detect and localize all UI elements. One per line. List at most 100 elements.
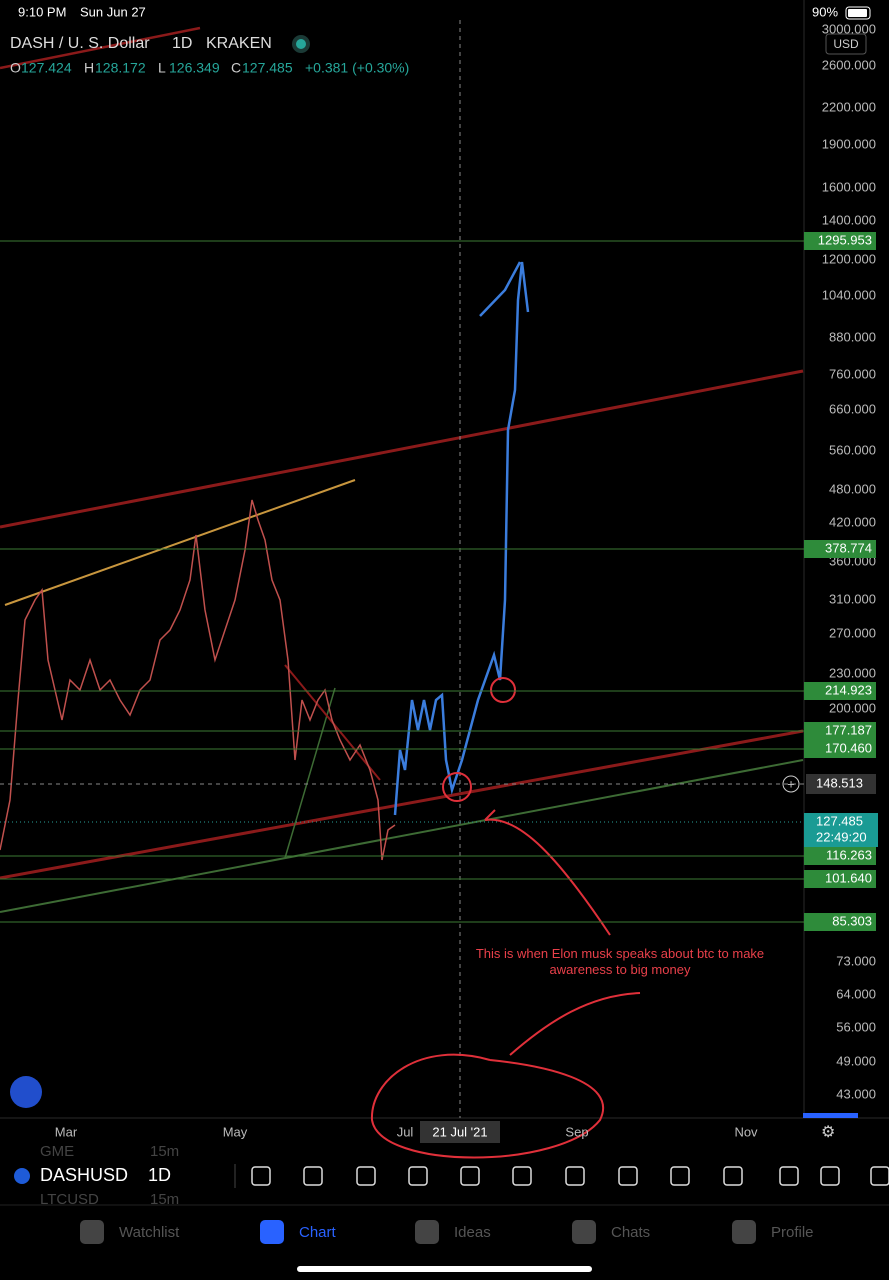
trend-line — [0, 369, 804, 529]
annotation: This is when Elon musk speaks about btc … — [475, 946, 765, 977]
level-price: 85.303 — [832, 913, 872, 928]
price-label: 760.000 — [829, 366, 876, 381]
price-label: 49.000 — [836, 1053, 876, 1068]
price-label: 1400.000 — [822, 212, 876, 227]
price-label: 56.000 — [836, 1019, 876, 1034]
axis-marker — [803, 1113, 858, 1118]
toolbar-button[interactable] — [565, 1166, 585, 1186]
tab-label[interactable]: Chats — [611, 1224, 650, 1241]
trend-line — [4, 479, 356, 606]
ohlc-label: H — [84, 60, 94, 76]
toolbar-button[interactable] — [670, 1166, 690, 1186]
price-label: 1600.000 — [822, 179, 876, 194]
tab-icon[interactable] — [572, 1220, 596, 1244]
symbol-title: DASH / U. S. Dollar — [10, 35, 150, 52]
tab-label[interactable]: Ideas — [454, 1224, 491, 1241]
toolbar-interval[interactable]: 1D — [148, 1165, 171, 1185]
user-circle — [442, 772, 472, 802]
level-price: 116.263 — [826, 847, 872, 862]
price-label: 2200.000 — [822, 99, 876, 114]
time-label: Mar — [55, 1124, 78, 1139]
tab-icon[interactable] — [732, 1220, 756, 1244]
toolbar-button[interactable] — [723, 1166, 743, 1186]
change: +0.381 (+0.30%) — [305, 60, 409, 76]
battery-icon — [848, 9, 867, 17]
price-label: 420.000 — [829, 514, 876, 529]
tab-label[interactable]: Profile — [771, 1224, 814, 1241]
status-time: 9:10 PM — [18, 4, 66, 19]
exchange: KRAKEN — [206, 35, 272, 52]
level-price: 1295.953 — [818, 232, 872, 247]
toolbar-button[interactable] — [408, 1166, 428, 1186]
user-circle — [370, 992, 641, 1159]
last-price: 127.485 — [816, 813, 863, 828]
add-alert-plus: + — [787, 776, 795, 791]
toolbar-button[interactable] — [618, 1166, 638, 1186]
add-alert[interactable] — [782, 775, 800, 793]
ohlc-label: O — [10, 60, 21, 76]
toolbar-button[interactable] — [460, 1166, 480, 1186]
ghost-interval: 15m — [150, 1191, 179, 1208]
price-label: 1900.000 — [822, 136, 876, 151]
trend-line — [0, 729, 804, 880]
level-tag — [804, 722, 876, 740]
level-tag — [804, 913, 876, 931]
trend-line — [284, 687, 336, 859]
toolbar-button[interactable] — [512, 1166, 532, 1186]
crosshair-date-tag — [420, 1121, 500, 1143]
level-tag — [804, 847, 876, 865]
toolbar-button[interactable] — [870, 1166, 889, 1186]
price-label: 3000.000 — [822, 21, 876, 36]
price-label: 2600.000 — [822, 57, 876, 72]
price-label: 43.000 — [836, 1086, 876, 1101]
ghost-symbol: LTCUSD — [40, 1191, 99, 1208]
toolbar-button[interactable] — [820, 1166, 840, 1186]
time-label: May — [223, 1124, 248, 1139]
toolbar-button[interactable] — [303, 1166, 323, 1186]
logo-button[interactable] — [10, 1076, 42, 1108]
crosshair-price-tag — [806, 774, 876, 794]
interval: 1D — [172, 35, 192, 52]
currency: USD — [833, 37, 859, 51]
user-drawing — [393, 261, 530, 816]
price-label: 270.000 — [829, 625, 876, 640]
price-label: 310.000 — [829, 591, 876, 606]
level-tag — [804, 540, 876, 558]
level-price: 101.640 — [825, 870, 872, 885]
tab-label[interactable]: Watchlist — [119, 1224, 180, 1241]
level-price: 378.774 — [825, 540, 872, 555]
price-line — [0, 499, 396, 861]
ohlc-label: C — [231, 60, 241, 76]
trend-line — [0, 26, 201, 70]
last-price-tag — [804, 813, 878, 847]
price-label: 480.000 — [829, 481, 876, 496]
settings-icon[interactable]: ⚙ — [821, 1124, 835, 1141]
price-label: 200.000 — [829, 700, 876, 715]
toolbar-button[interactable] — [251, 1166, 271, 1186]
time-label: Jul — [397, 1124, 414, 1139]
tab-icon[interactable] — [80, 1220, 104, 1244]
price-label: 73.000 — [836, 953, 876, 968]
toolbar-button[interactable] — [779, 1166, 799, 1186]
toolbar-button[interactable] — [356, 1166, 376, 1186]
level-tag — [804, 232, 876, 250]
currency-box[interactable] — [825, 33, 867, 55]
price-label: 1200.000 — [822, 251, 876, 266]
level-tag — [804, 740, 876, 758]
price-label: 64.000 — [836, 986, 876, 1001]
ohlc-label: L — [158, 60, 166, 76]
ghost-interval: 15m — [150, 1143, 179, 1160]
level-tag — [804, 870, 876, 888]
tab-label[interactable]: Chart — [299, 1224, 337, 1241]
crosshair-price: 148.513 — [816, 775, 863, 790]
level-price: 177.187 — [825, 722, 872, 737]
crosshair-date: 21 Jul '21 — [432, 1124, 487, 1139]
toolbar-symbol[interactable]: DASHUSD — [40, 1165, 128, 1185]
price-label: 560.000 — [829, 442, 876, 457]
tab-icon[interactable] — [415, 1220, 439, 1244]
tab-icon[interactable] — [260, 1220, 284, 1244]
user-circle — [490, 677, 516, 703]
level-tag — [804, 682, 876, 700]
